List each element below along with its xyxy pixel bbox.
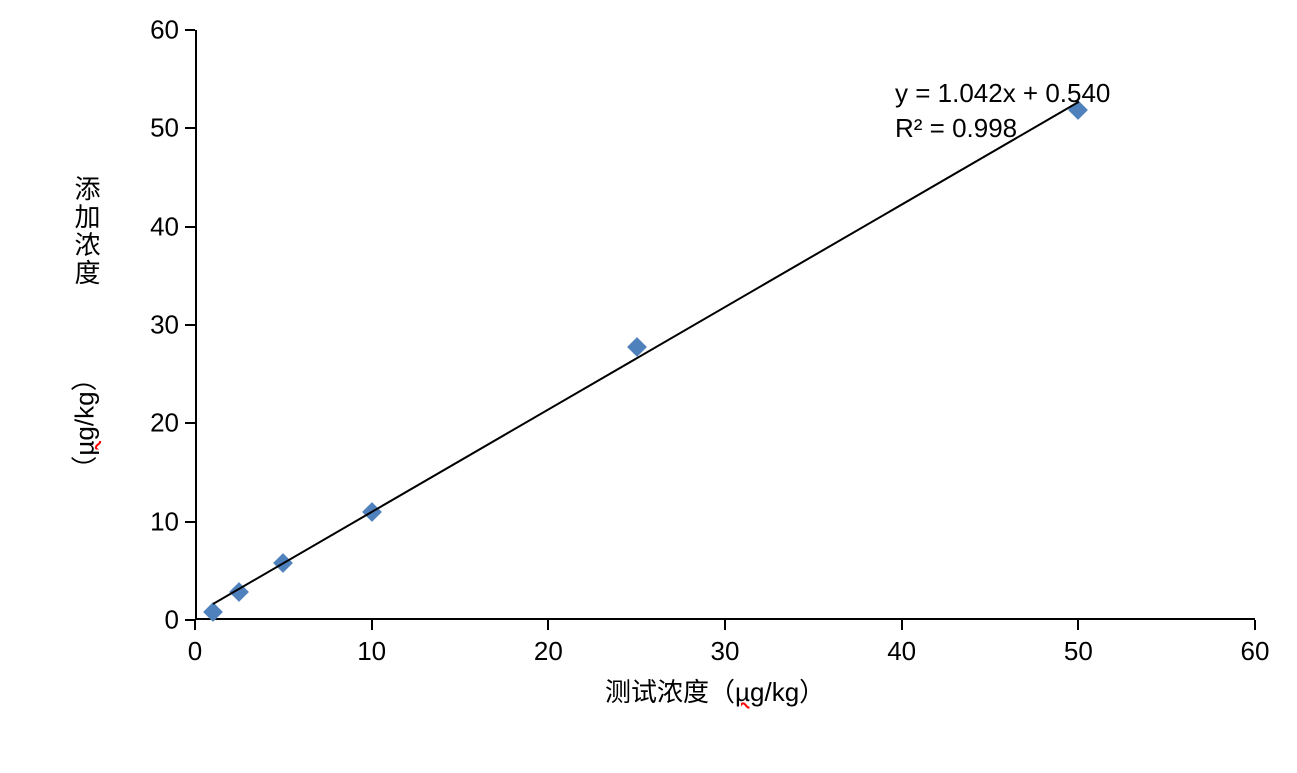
y-tick-label: 10	[135, 506, 179, 537]
x-tick-label: 40	[887, 636, 916, 667]
y-tick-label: 30	[135, 310, 179, 341]
plot-area	[195, 30, 1255, 620]
x-tick-mark	[901, 620, 903, 630]
y-tick-mark	[185, 422, 195, 424]
y-tick-mark	[185, 127, 195, 129]
y-tick-label: 60	[135, 15, 179, 46]
x-tick-label: 10	[357, 636, 386, 667]
y-tick-mark	[185, 324, 195, 326]
x-tick-label: 20	[534, 636, 563, 667]
x-tick-label: 0	[188, 636, 202, 667]
x-axis-label: 测试浓度（µg/kg）	[605, 672, 825, 709]
y-axis-label-bottom: （µg/kg）	[65, 365, 102, 481]
x-tick-mark	[194, 620, 196, 630]
x-tick-mark	[547, 620, 549, 630]
x-tick-mark	[1077, 620, 1079, 630]
x-tick-label: 50	[1064, 636, 1093, 667]
y-tick-label: 50	[135, 113, 179, 144]
y-tick-label: 0	[135, 605, 179, 636]
r-squared-annotation: R² = 0.998	[895, 113, 1017, 144]
x-tick-mark	[724, 620, 726, 630]
y-tick-mark	[185, 619, 195, 621]
y-tick-mark	[185, 226, 195, 228]
x-tick-label: 60	[1241, 636, 1270, 667]
y-tick-label: 20	[135, 408, 179, 439]
scatter-chart: 添加浓度 （µg/kg） 测试浓度（µg/kg） 0 10 20 30 40 50 60 0 1…	[0, 0, 1297, 773]
x-tick-mark	[371, 620, 373, 630]
x-tick-mark	[1254, 620, 1256, 630]
x-tick-label: 30	[711, 636, 740, 667]
y-tick-mark	[185, 29, 195, 31]
equation-annotation: y = 1.042x + 0.540	[895, 78, 1110, 109]
y-axis-label-top: 添加浓度	[68, 175, 105, 287]
y-tick-mark	[185, 521, 195, 523]
y-tick-label: 40	[135, 211, 179, 242]
